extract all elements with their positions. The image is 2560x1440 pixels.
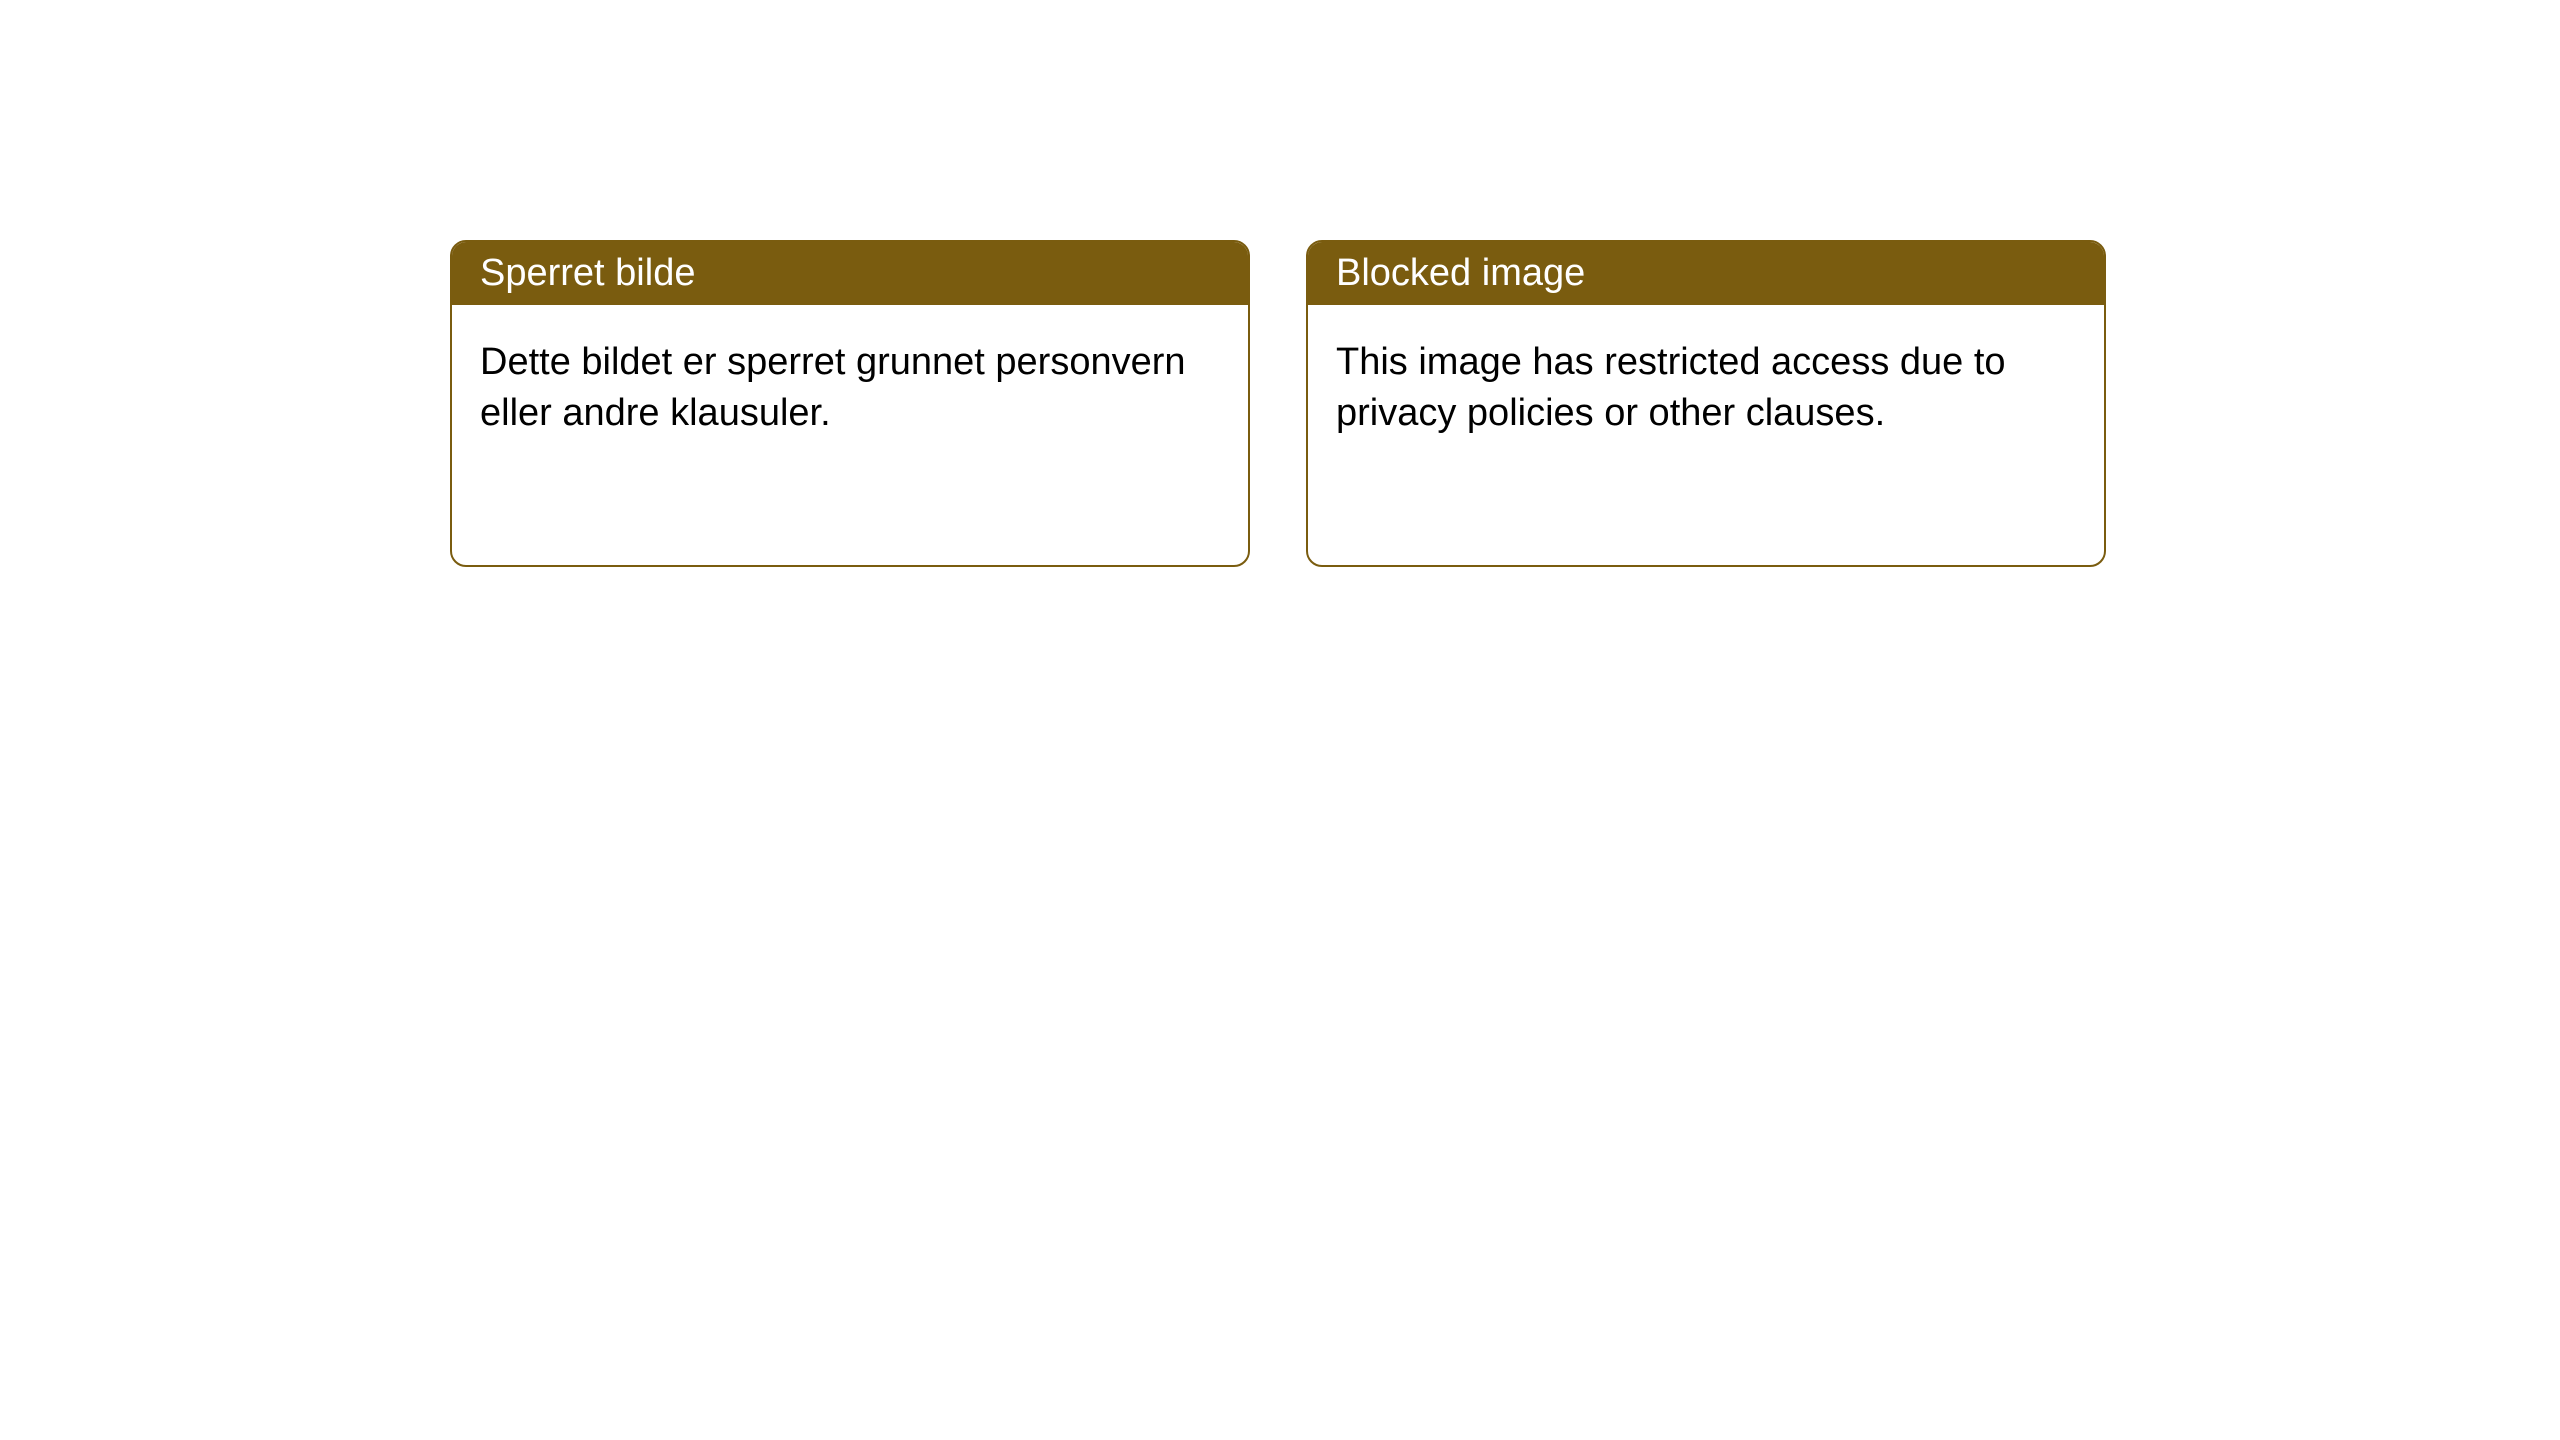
- card-body: Dette bildet er sperret grunnet personve…: [452, 305, 1248, 565]
- card-body: This image has restricted access due to …: [1308, 305, 2104, 565]
- notice-card-norwegian: Sperret bilde Dette bildet er sperret gr…: [450, 240, 1250, 567]
- card-header: Blocked image: [1308, 242, 2104, 305]
- notice-cards-row: Sperret bilde Dette bildet er sperret gr…: [450, 240, 2560, 567]
- card-header: Sperret bilde: [452, 242, 1248, 305]
- notice-card-english: Blocked image This image has restricted …: [1306, 240, 2106, 567]
